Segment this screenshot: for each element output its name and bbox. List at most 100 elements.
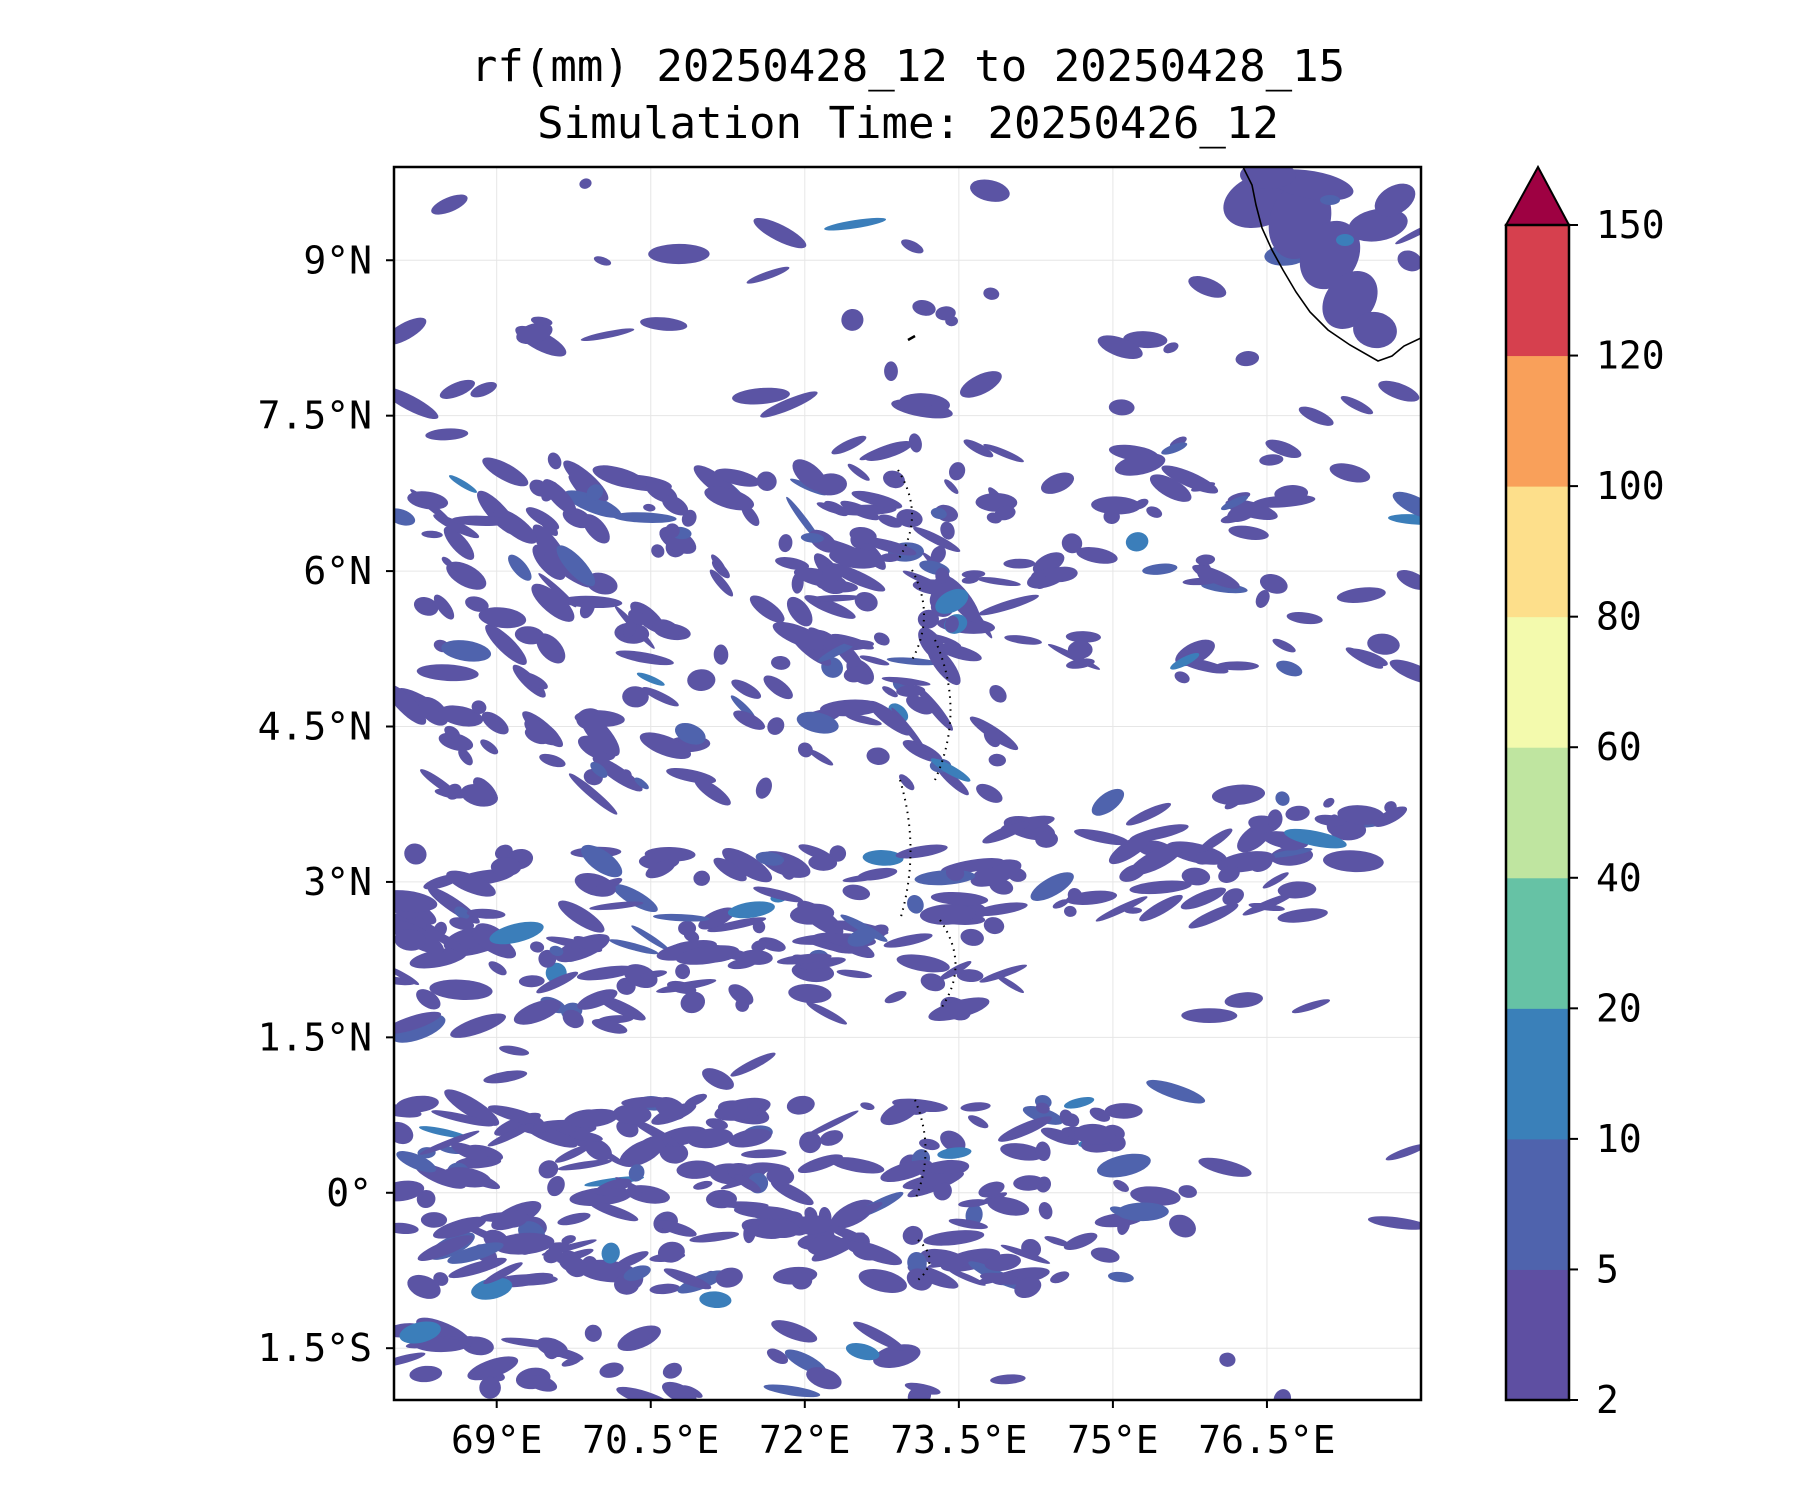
rain-cell	[808, 854, 838, 871]
rain-cell	[763, 675, 793, 700]
rain-cell	[597, 995, 646, 1021]
rain-cell	[1285, 805, 1310, 821]
rain-cell	[681, 509, 697, 527]
rain-cell	[592, 465, 647, 489]
rain-cell	[520, 672, 548, 690]
rain-cell	[987, 1196, 1030, 1216]
rain-cell	[561, 1235, 576, 1245]
rain-cell	[407, 1274, 441, 1299]
rain-cell	[786, 596, 813, 627]
rain-cell	[840, 500, 880, 521]
rain-cell	[533, 1122, 550, 1133]
rain-cell	[1274, 485, 1309, 502]
rain-cell	[626, 1185, 670, 1204]
rain-cell	[1314, 814, 1346, 827]
rain-cell	[609, 939, 659, 955]
rain-cell	[904, 1382, 941, 1395]
rain-cell	[930, 545, 946, 564]
rain-cell	[478, 607, 527, 629]
rain-cell	[978, 1181, 1005, 1198]
rain-cell	[906, 695, 934, 715]
rain-cell	[591, 1018, 628, 1034]
rain-cell	[418, 696, 449, 726]
rain-cell	[394, 1180, 425, 1202]
rain-cell	[816, 502, 844, 515]
rain-cell	[662, 1381, 697, 1400]
rain-cell	[448, 475, 478, 493]
rain-cell	[636, 672, 665, 686]
rain-cell	[538, 1160, 559, 1179]
rain-cell	[970, 859, 1022, 887]
rain-cell	[531, 583, 575, 622]
rain-cell	[1022, 1105, 1064, 1125]
rain-cell	[657, 1241, 685, 1263]
rain-cell	[1059, 1109, 1074, 1126]
rain-cell	[1267, 809, 1283, 830]
rain-cell	[1132, 498, 1149, 510]
rain-cell	[394, 508, 416, 526]
rainfall-contours	[394, 167, 1421, 1400]
rain-cell	[1091, 788, 1125, 816]
rain-cell	[547, 1176, 565, 1197]
rain-cell	[1277, 881, 1317, 899]
rain-cell	[425, 428, 469, 441]
rain-cell	[665, 523, 680, 539]
rain-cell	[1044, 1236, 1071, 1247]
rain-cell	[930, 507, 947, 520]
rain-cell	[576, 965, 636, 981]
rain-cell	[791, 572, 804, 594]
rain-cell	[961, 576, 979, 584]
rain-cell	[920, 1248, 969, 1269]
rain-cell	[1240, 167, 1296, 189]
rain-cell	[656, 1220, 697, 1237]
rain-cell	[944, 615, 959, 633]
rain-cell	[961, 570, 986, 579]
rain-cell	[733, 1205, 797, 1219]
rain-cell	[579, 178, 592, 189]
rain-cell	[1228, 525, 1269, 540]
rain-cell	[698, 907, 736, 930]
rain-cell	[1097, 1153, 1151, 1178]
rain-cell	[579, 598, 595, 619]
rain-cell	[394, 1011, 442, 1034]
rain-cell	[859, 655, 890, 666]
rain-cell	[593, 256, 612, 266]
rain-cell	[911, 393, 934, 407]
rain-cell	[404, 843, 427, 865]
rain-cell	[1348, 648, 1388, 667]
rain-cell	[767, 717, 785, 735]
rain-cell	[770, 1180, 814, 1206]
rain-cell	[860, 1102, 875, 1111]
rain-cell	[899, 774, 915, 791]
rain-cell	[693, 1180, 713, 1190]
rain-cell	[471, 1277, 513, 1300]
rain-cell	[451, 1142, 489, 1162]
rain-cell	[514, 626, 545, 645]
rain-cell	[806, 1367, 842, 1390]
rain-cell	[662, 495, 689, 516]
rain-cell	[394, 1352, 426, 1368]
rain-cell	[755, 851, 785, 866]
rain-cell	[1329, 463, 1371, 483]
rain-cell	[465, 596, 489, 612]
rain-cell	[923, 1230, 985, 1246]
rain-cell	[1220, 495, 1249, 511]
rain-cell	[518, 975, 545, 988]
rain-cell	[731, 679, 762, 699]
rain-cell	[663, 1268, 712, 1290]
rain-cell	[756, 471, 777, 491]
rain-cell	[1192, 564, 1240, 589]
rain-cell	[862, 850, 904, 866]
rain-cell	[1272, 638, 1296, 653]
rain-cell	[419, 1130, 480, 1155]
rain-cell	[873, 632, 890, 646]
rain-cell	[976, 783, 1003, 803]
rain-cell	[554, 1144, 591, 1163]
rain-cell	[741, 1149, 787, 1159]
rain-cell	[1348, 208, 1408, 242]
rain-cell	[487, 1123, 535, 1147]
rain-cell	[1091, 496, 1141, 515]
rain-cell	[1035, 830, 1058, 848]
rain-cell	[760, 391, 818, 418]
rain-cell	[799, 957, 846, 970]
